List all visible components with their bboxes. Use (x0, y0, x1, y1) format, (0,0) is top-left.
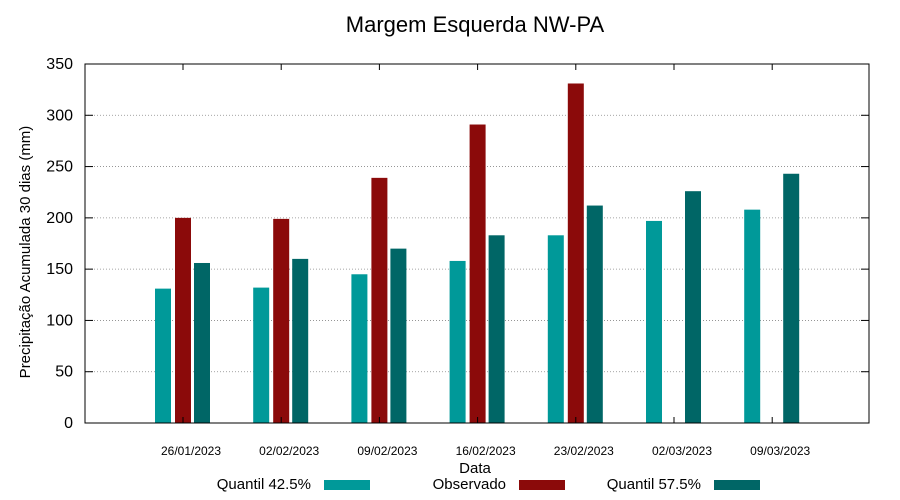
x-tick-label: 09/02/2023 (357, 444, 417, 458)
x-tick-label: 02/02/2023 (259, 444, 319, 458)
x-tick-label: 26/01/2023 (161, 444, 221, 458)
bar-quantil-57-5- (194, 262, 210, 423)
bar-quantil-57-5- (685, 191, 701, 423)
bar-observado (175, 217, 191, 423)
x-tick-label: 02/03/2023 (652, 444, 712, 458)
bar-quantil-42-5- (744, 209, 761, 423)
y-tick-label: 300 (46, 107, 73, 124)
legend-swatch (519, 480, 565, 490)
y-tick-label: 200 (46, 210, 73, 227)
bar-quantil-57-5- (292, 258, 309, 423)
bar-quantil-57-5- (783, 173, 800, 423)
legend-swatch (714, 480, 760, 490)
y-tick-label: 350 (46, 56, 73, 73)
bar-quantil-57-5- (390, 248, 407, 423)
bar-quantil-42-5- (547, 235, 564, 423)
bar-quantil-42-5- (155, 288, 171, 423)
y-axis-ticks: 0 50 100 150 200 250 300 350 (46, 56, 869, 432)
bar-observado (469, 124, 486, 423)
bars-group (155, 83, 800, 423)
bar-observado (371, 177, 388, 423)
y-tick-label: 150 (46, 261, 73, 278)
bar-quantil-42-5- (449, 260, 466, 423)
x-tick-label: 16/02/2023 (456, 444, 516, 458)
bar-quantil-42-5- (351, 274, 368, 423)
y-tick-label: 50 (55, 364, 73, 381)
y-tick-label: 0 (64, 415, 73, 432)
bar-quantil-42-5- (646, 220, 662, 423)
bar-quantil-57-5- (488, 235, 505, 423)
x-axis-label: Data (459, 460, 491, 477)
bar-observado (273, 218, 290, 423)
x-tick-label: 09/03/2023 (750, 444, 810, 458)
chart-title: Margem Esquerda NW-PA (346, 12, 605, 37)
legend: Quantil 42.5% Observado Quantil 57.5% (217, 476, 760, 493)
plot-frame (84, 63, 870, 424)
y-tick-label: 100 (46, 312, 73, 329)
legend-label: Observado (433, 476, 506, 493)
legend-label: Quantil 57.5% (607, 476, 701, 493)
x-axis-ticks: 26/01/2023 02/02/2023 09/02/2023 16/02/2023… (161, 64, 811, 458)
legend-label: Quantil 42.5% (217, 476, 311, 493)
legend-swatch (324, 480, 370, 490)
x-tick-label: 23/02/2023 (554, 444, 614, 458)
bar-quantil-57-5- (586, 205, 603, 423)
y-tick-label: 250 (46, 159, 73, 176)
bar-observado (567, 83, 584, 423)
y-axis-label: Precipitação Acumulada 30 dias (mm) (17, 126, 34, 379)
bar-quantil-42-5- (253, 287, 270, 423)
